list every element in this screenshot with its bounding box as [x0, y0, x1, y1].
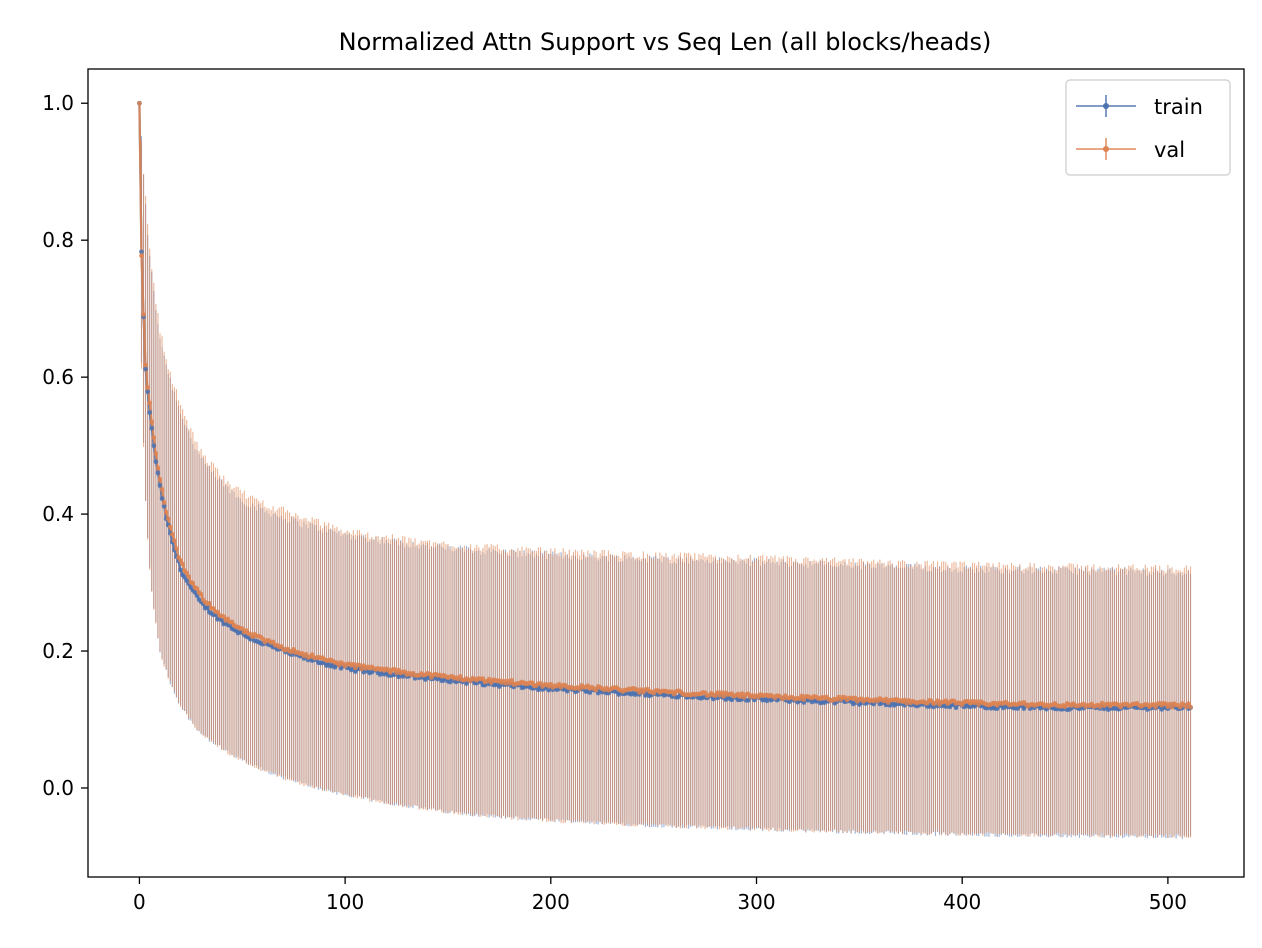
point-val	[799, 693, 805, 699]
legend-marker-val	[1103, 146, 1109, 152]
point-val	[159, 487, 165, 492]
point-val	[486, 676, 492, 682]
point-val	[229, 619, 235, 625]
point-val	[721, 693, 726, 699]
point-val	[147, 400, 153, 406]
point-val	[509, 677, 515, 683]
point-train	[161, 503, 167, 509]
y-tick-label: 1.0	[42, 91, 74, 115]
point-val	[935, 698, 940, 704]
legend-label-train: train	[1154, 95, 1203, 119]
legend-item-val: val	[1076, 138, 1185, 162]
point-val	[719, 690, 724, 696]
point-train	[157, 482, 163, 488]
point-val	[151, 435, 157, 441]
point-val	[206, 600, 212, 606]
point-train	[447, 679, 453, 685]
point-val	[190, 580, 196, 586]
point-val	[392, 666, 397, 672]
point-train	[182, 574, 188, 580]
point-train	[787, 699, 792, 705]
x-tick-label: 500	[1149, 890, 1187, 914]
point-val	[1177, 704, 1183, 710]
point-val	[178, 558, 183, 563]
point-val	[149, 419, 155, 425]
point-train	[953, 705, 959, 711]
point-train	[147, 410, 153, 415]
x-tick-label: 100	[326, 890, 364, 914]
point-val	[184, 570, 190, 576]
point-val	[239, 626, 245, 632]
axes-frame	[87, 68, 1245, 878]
point-val	[161, 500, 167, 505]
point-val	[350, 661, 356, 667]
plot-area	[137, 100, 1193, 840]
point-train	[151, 443, 157, 449]
point-train	[143, 366, 148, 372]
point-val	[143, 362, 148, 368]
point-val	[1188, 704, 1193, 710]
legend-marker-train	[1103, 103, 1109, 109]
point-train	[536, 687, 541, 693]
x-tick-label: 400	[943, 890, 981, 914]
point-val	[221, 614, 227, 620]
point-val	[180, 561, 186, 567]
point-val	[427, 671, 432, 677]
point-val	[139, 253, 144, 259]
y-tick-label: 0.4	[42, 502, 74, 526]
y-tick-label: 0.6	[42, 365, 74, 389]
point-val	[167, 524, 173, 530]
point-val	[163, 509, 169, 515]
point-train	[139, 249, 144, 255]
point-val	[141, 312, 146, 317]
point-val	[153, 451, 159, 457]
x-tick-label: 300	[737, 890, 775, 914]
point-val	[593, 687, 599, 693]
point-train	[159, 496, 165, 501]
point-val	[739, 691, 745, 697]
x-tick-label: 200	[532, 890, 570, 914]
point-val	[145, 385, 151, 390]
point-val	[577, 686, 583, 692]
point-val	[198, 591, 204, 597]
point-val	[171, 538, 177, 543]
point-val	[357, 662, 362, 668]
point-train	[178, 567, 183, 573]
point-val	[165, 516, 171, 522]
point-val	[157, 477, 163, 482]
x-tick-label: 0	[133, 890, 146, 914]
markers-group	[137, 100, 1193, 713]
point-val	[1186, 701, 1191, 707]
y-tick-label: 0.8	[42, 228, 74, 252]
legend: train val	[1065, 79, 1231, 176]
point-val	[186, 574, 192, 580]
point-val	[1169, 704, 1175, 710]
x-axis: 0 100 200 300 400 500	[133, 877, 1187, 914]
point-val	[883, 696, 889, 702]
y-tick-label: 0.2	[42, 639, 74, 663]
point-train	[153, 459, 159, 465]
point-train	[204, 604, 210, 610]
y-tick-label: 0.0	[42, 776, 74, 800]
point-train	[145, 389, 151, 395]
y-axis: 0.0 0.2 0.4 0.6 0.8 1.0	[42, 91, 88, 800]
point-train	[149, 425, 155, 431]
point-val	[155, 465, 161, 471]
point-train	[155, 470, 161, 476]
point-val	[169, 531, 175, 537]
legend-item-train: train	[1076, 95, 1203, 119]
legend-label-val: val	[1154, 138, 1185, 162]
point-val	[137, 100, 142, 106]
chart-title: Normalized Attn Support vs Seq Len (all …	[339, 28, 992, 56]
point-val	[174, 546, 179, 551]
point-val	[194, 586, 200, 591]
legend-box	[1065, 79, 1231, 176]
